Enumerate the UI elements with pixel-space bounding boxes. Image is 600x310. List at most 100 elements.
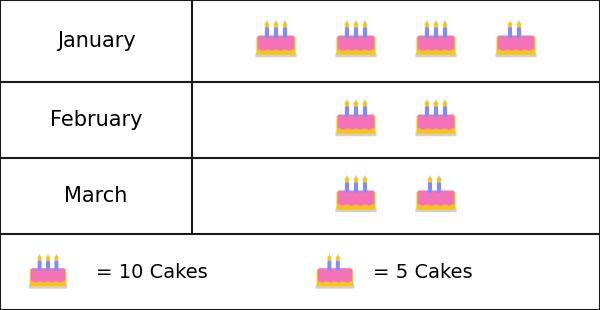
- FancyBboxPatch shape: [354, 27, 358, 38]
- Polygon shape: [346, 99, 349, 104]
- FancyBboxPatch shape: [29, 285, 67, 289]
- Polygon shape: [346, 20, 349, 25]
- FancyBboxPatch shape: [418, 36, 454, 50]
- Ellipse shape: [425, 22, 429, 28]
- Ellipse shape: [328, 256, 331, 261]
- Ellipse shape: [354, 101, 358, 107]
- Ellipse shape: [345, 22, 349, 28]
- Polygon shape: [38, 254, 41, 258]
- FancyBboxPatch shape: [363, 27, 367, 38]
- Ellipse shape: [336, 256, 340, 261]
- FancyBboxPatch shape: [30, 269, 66, 286]
- Polygon shape: [364, 99, 367, 104]
- Ellipse shape: [434, 22, 438, 28]
- Polygon shape: [419, 127, 453, 130]
- Text: January: January: [56, 31, 136, 51]
- FancyBboxPatch shape: [416, 192, 455, 210]
- FancyBboxPatch shape: [328, 260, 331, 270]
- Ellipse shape: [363, 22, 367, 28]
- Polygon shape: [339, 203, 373, 206]
- FancyBboxPatch shape: [443, 106, 447, 117]
- FancyBboxPatch shape: [434, 27, 438, 38]
- FancyBboxPatch shape: [437, 182, 441, 193]
- FancyBboxPatch shape: [258, 36, 294, 50]
- FancyBboxPatch shape: [517, 27, 521, 38]
- FancyBboxPatch shape: [428, 182, 432, 193]
- Polygon shape: [265, 20, 269, 25]
- Polygon shape: [434, 99, 437, 104]
- FancyBboxPatch shape: [418, 191, 454, 205]
- FancyBboxPatch shape: [318, 268, 352, 281]
- FancyBboxPatch shape: [335, 208, 377, 212]
- FancyBboxPatch shape: [255, 53, 297, 57]
- Ellipse shape: [508, 22, 512, 28]
- Polygon shape: [339, 127, 373, 130]
- Ellipse shape: [443, 22, 447, 28]
- FancyBboxPatch shape: [416, 115, 455, 134]
- Polygon shape: [32, 281, 64, 282]
- FancyBboxPatch shape: [434, 106, 438, 117]
- Polygon shape: [437, 175, 440, 180]
- Polygon shape: [508, 20, 512, 25]
- Polygon shape: [425, 99, 428, 104]
- FancyBboxPatch shape: [354, 106, 358, 117]
- Polygon shape: [346, 175, 349, 180]
- FancyBboxPatch shape: [338, 114, 374, 129]
- FancyBboxPatch shape: [425, 27, 429, 38]
- FancyBboxPatch shape: [363, 182, 367, 193]
- Ellipse shape: [274, 22, 278, 28]
- FancyBboxPatch shape: [317, 269, 353, 286]
- FancyBboxPatch shape: [495, 53, 537, 57]
- Ellipse shape: [354, 177, 358, 183]
- Text: = 10 Cakes: = 10 Cakes: [96, 263, 208, 281]
- Ellipse shape: [428, 177, 432, 183]
- FancyBboxPatch shape: [274, 27, 278, 38]
- Polygon shape: [443, 20, 446, 25]
- FancyBboxPatch shape: [336, 260, 340, 270]
- Ellipse shape: [37, 256, 42, 261]
- FancyBboxPatch shape: [443, 27, 447, 38]
- Ellipse shape: [363, 101, 367, 107]
- FancyBboxPatch shape: [425, 106, 429, 117]
- Ellipse shape: [265, 22, 269, 28]
- FancyBboxPatch shape: [31, 268, 65, 281]
- FancyBboxPatch shape: [415, 132, 457, 136]
- FancyBboxPatch shape: [508, 27, 512, 38]
- FancyBboxPatch shape: [418, 114, 454, 129]
- Polygon shape: [364, 175, 367, 180]
- Polygon shape: [434, 20, 437, 25]
- FancyBboxPatch shape: [354, 182, 358, 193]
- Ellipse shape: [54, 256, 58, 261]
- FancyBboxPatch shape: [283, 27, 287, 38]
- Polygon shape: [364, 20, 367, 25]
- Polygon shape: [47, 254, 49, 258]
- FancyBboxPatch shape: [265, 27, 269, 38]
- Polygon shape: [274, 20, 278, 25]
- Polygon shape: [419, 203, 453, 206]
- Ellipse shape: [345, 101, 349, 107]
- Polygon shape: [337, 254, 339, 258]
- Ellipse shape: [345, 177, 349, 183]
- Polygon shape: [319, 281, 351, 282]
- Polygon shape: [55, 254, 58, 258]
- Polygon shape: [499, 48, 533, 51]
- FancyBboxPatch shape: [38, 260, 41, 270]
- FancyBboxPatch shape: [345, 27, 349, 38]
- FancyBboxPatch shape: [496, 37, 536, 55]
- FancyBboxPatch shape: [337, 115, 376, 134]
- FancyBboxPatch shape: [55, 260, 58, 270]
- FancyBboxPatch shape: [415, 53, 457, 57]
- FancyBboxPatch shape: [498, 36, 534, 50]
- Ellipse shape: [354, 22, 358, 28]
- Polygon shape: [419, 48, 453, 51]
- Polygon shape: [355, 99, 358, 104]
- Ellipse shape: [517, 22, 521, 28]
- Ellipse shape: [283, 22, 287, 28]
- Polygon shape: [425, 20, 428, 25]
- FancyBboxPatch shape: [337, 192, 376, 210]
- FancyBboxPatch shape: [345, 106, 349, 117]
- Ellipse shape: [46, 256, 50, 261]
- Text: = 5 Cakes: = 5 Cakes: [373, 263, 473, 281]
- FancyBboxPatch shape: [256, 37, 296, 55]
- Text: March: March: [64, 186, 128, 206]
